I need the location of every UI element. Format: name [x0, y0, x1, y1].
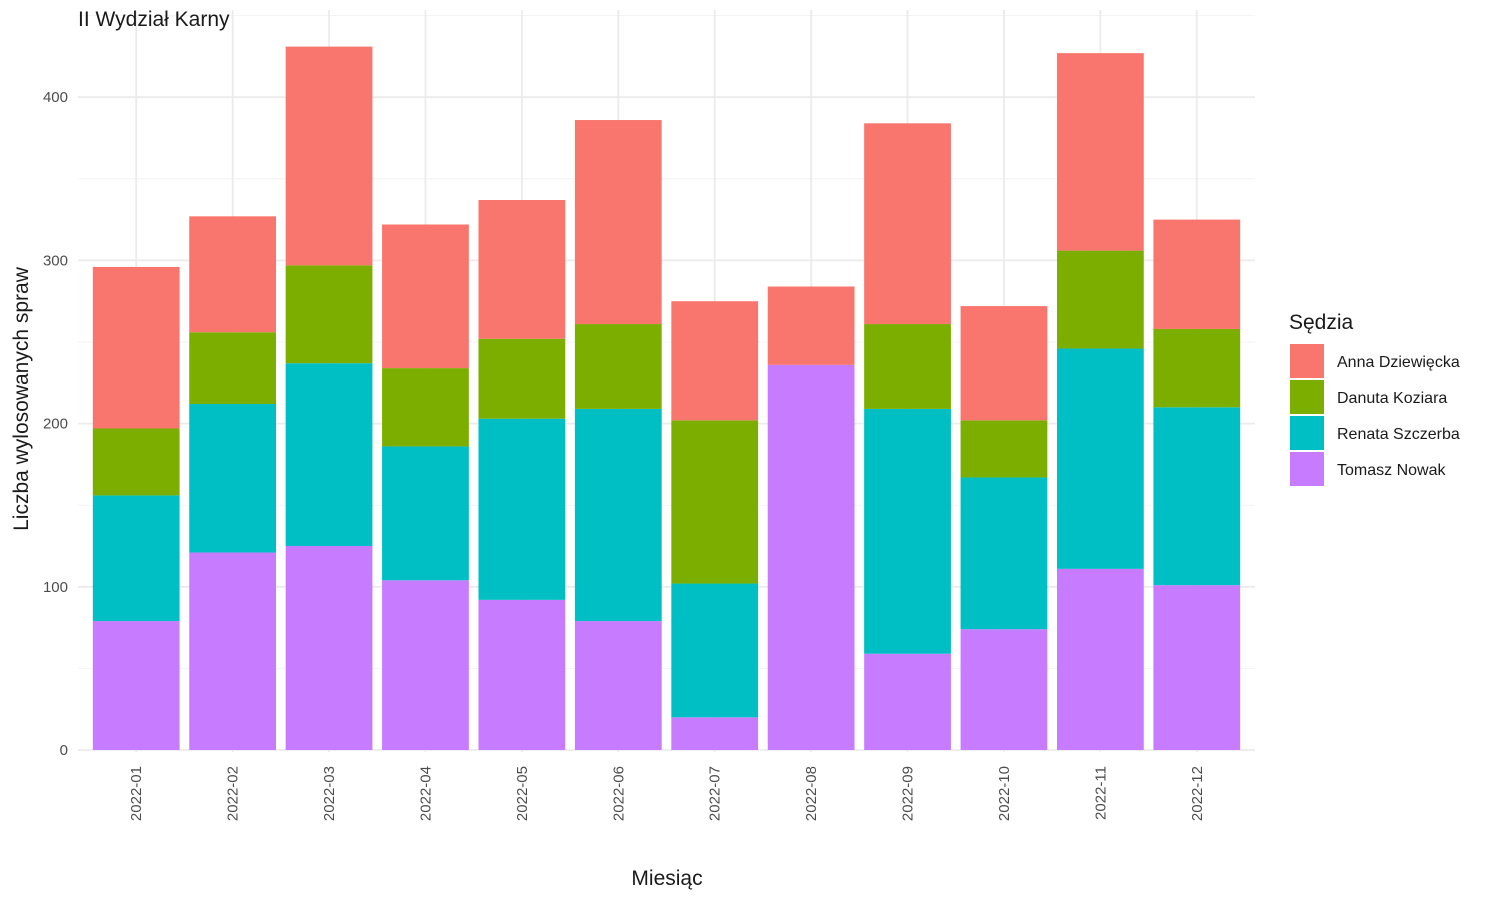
- bar-segment: [574, 408, 662, 622]
- legend-label: Tomasz Nowak: [1337, 462, 1446, 479]
- y-tick-label: 300: [43, 252, 68, 269]
- bar-segment: [864, 324, 951, 409]
- bar-segment: [864, 653, 951, 750]
- bar-segment: [1056, 53, 1144, 251]
- bar-segment: [960, 420, 1048, 478]
- bar-segment: [92, 266, 180, 429]
- x-tick-label: 2022-11: [1092, 766, 1109, 820]
- x-axis: 2022-01 2022-02 2022-03 2022-04 2022-05 2022-…: [128, 766, 1206, 821]
- bar-segment: [92, 621, 180, 750]
- bar-segment: [382, 224, 469, 369]
- bar-segment: [478, 200, 566, 339]
- y-tick-label: 0: [60, 742, 68, 759]
- y-tick-label: 400: [43, 89, 68, 106]
- bar-segment: [92, 428, 180, 496]
- legend-title: Sędzia: [1289, 311, 1354, 334]
- bar-segment: [574, 120, 662, 325]
- x-tick-label: 2022-04: [417, 766, 434, 821]
- bar-segment: [189, 216, 277, 333]
- legend-swatch: [1290, 416, 1324, 450]
- x-tick-label: 2022-08: [803, 766, 820, 821]
- bar-segment: [960, 306, 1048, 421]
- bar-segment: [478, 338, 566, 419]
- bar-segment: [1056, 250, 1144, 349]
- x-tick-label: 2022-09: [900, 766, 917, 821]
- bar-segment: [767, 364, 855, 750]
- bar-segment: [1153, 219, 1241, 329]
- y-tick-label: 100: [43, 579, 68, 596]
- legend-swatch: [1290, 452, 1324, 486]
- bar-segment: [1153, 585, 1241, 750]
- bar-segment: [189, 332, 277, 405]
- x-tick-label: 2022-02: [225, 766, 242, 821]
- bar-segment: [1153, 407, 1241, 586]
- x-tick-label: 2022-06: [610, 766, 627, 821]
- bar-segment: [382, 446, 469, 581]
- legend-label: Renata Szczerba: [1337, 426, 1460, 443]
- bar-segment: [960, 477, 1048, 630]
- bar-segment: [671, 301, 759, 421]
- legend: Sędzia Anna Dziewięcka Danuta Koziara Rena…: [1289, 311, 1460, 486]
- y-axis: 0 100 200 300 400: [43, 89, 68, 759]
- x-tick-label: 2022-12: [1189, 766, 1206, 821]
- bar-segment: [285, 265, 373, 364]
- bar-segment: [478, 418, 566, 600]
- legend-label: Anna Dziewięcka: [1337, 354, 1460, 371]
- bars: [92, 46, 1241, 750]
- bar-segment: [671, 583, 759, 718]
- y-tick-label: 200: [43, 416, 68, 433]
- bar-segment: [671, 717, 759, 750]
- x-tick-label: 2022-05: [514, 766, 531, 821]
- bar-segment: [189, 404, 277, 553]
- x-tick-label: 2022-07: [707, 766, 724, 821]
- bar-segment: [767, 286, 855, 365]
- legend-swatch: [1290, 380, 1324, 414]
- bar-segment: [285, 363, 373, 546]
- x-tick-label: 2022-10: [996, 766, 1013, 821]
- bar-segment: [382, 368, 469, 447]
- bar-segment: [960, 629, 1048, 750]
- bar-segment: [1056, 568, 1144, 750]
- bar-segment: [1056, 348, 1144, 569]
- bar-segment: [864, 123, 951, 325]
- x-axis-title: Miesiąc: [631, 867, 702, 890]
- bar-segment: [574, 621, 662, 750]
- bar-segment: [671, 420, 759, 584]
- bar-segment: [92, 495, 180, 622]
- x-tick-label: 2022-03: [321, 766, 338, 821]
- x-tick-label: 2022-01: [128, 766, 145, 821]
- bar-segment: [285, 546, 373, 750]
- bar-segment: [285, 46, 373, 266]
- legend-label: Danuta Koziara: [1337, 390, 1447, 407]
- bar-segment: [864, 408, 951, 654]
- bar-segment: [189, 552, 277, 750]
- legend-swatch: [1290, 344, 1324, 378]
- bar-segment: [574, 324, 662, 409]
- bar-segment: [382, 580, 469, 750]
- chart-title: II Wydział Karny: [78, 8, 230, 31]
- bar-segment: [478, 599, 566, 750]
- y-axis-title: Liczba wylosowanych spraw: [10, 266, 33, 531]
- bar-segment: [1153, 328, 1241, 408]
